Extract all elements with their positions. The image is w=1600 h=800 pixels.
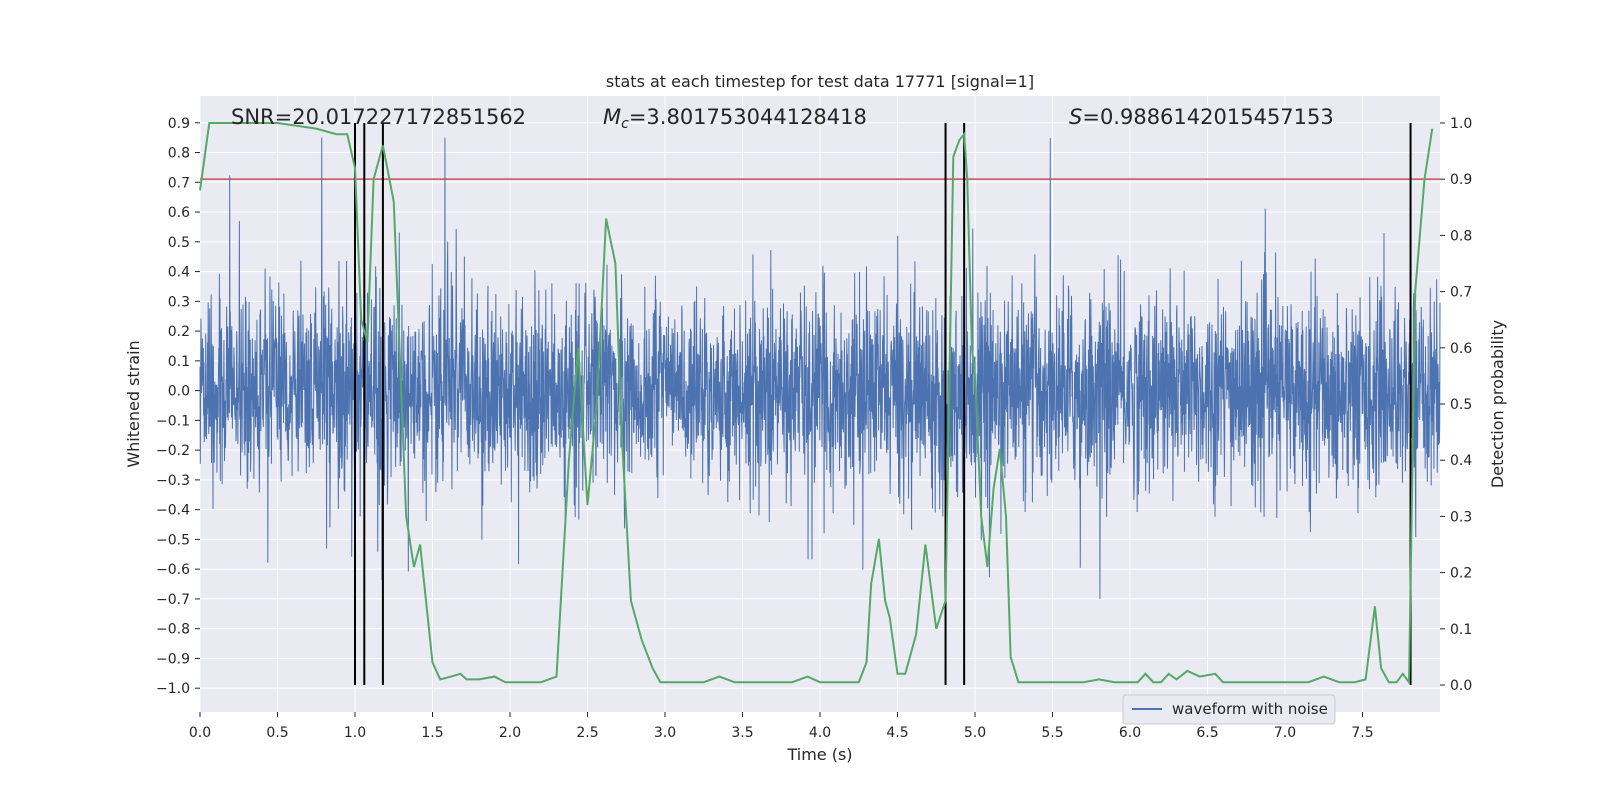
x-tick-label: 7.5 (1351, 725, 1373, 741)
chart-title: stats at each timestep for test data 177… (606, 72, 1034, 91)
y-right-tick-label: 0.1 (1450, 622, 1472, 638)
x-tick-label: 3.0 (654, 725, 676, 741)
x-axis: 0.0 0.5 1.0 1.5 2.0 2.5 3.0 3.5 4.0 4.5 5.0 5.5 6.0 6… (189, 712, 1374, 741)
y-left-tick-label: 0.7 (168, 175, 190, 191)
chirp-mass-annotation: Mc=3.801753044128418 (603, 105, 867, 132)
probability-series (199, 121, 1434, 686)
y-left-tick-label: −1.0 (156, 681, 190, 697)
x-tick-label: 3.5 (731, 725, 753, 741)
legend-label: waveform with noise (1172, 700, 1328, 718)
x-tick-label: 5.5 (1041, 725, 1063, 741)
legend-box (1122, 694, 1336, 725)
x-tick-label: 6.0 (1119, 725, 1141, 741)
probability-line (199, 121, 1434, 686)
y-left-tick-label: 0.1 (168, 354, 190, 370)
x-tick-label: 2.5 (576, 725, 598, 741)
x-tick-label: 4.0 (809, 725, 831, 741)
y-left-tick-label: −0.1 (156, 413, 190, 429)
y-left-tick-label: −0.3 (156, 473, 190, 489)
x-tick-label: 1.0 (344, 725, 366, 741)
y-right-tick-label: 0.8 (1450, 228, 1472, 244)
y-left-tick-label: −0.7 (156, 592, 190, 608)
y-left-tick-label: 0.0 (168, 384, 190, 400)
y-left-tick-label: 0.6 (168, 205, 190, 221)
waveform-line (199, 137, 1441, 599)
y-left-tick-label: 0.2 (168, 324, 190, 340)
x-tick-label: 7.0 (1274, 725, 1296, 741)
y-right-tick-label: 0.7 (1450, 285, 1472, 301)
y-left-tick-label: 0.9 (168, 116, 190, 132)
x-tick-label: 1.5 (421, 725, 443, 741)
x-tick-label: 0.5 (266, 725, 288, 741)
y-right-tick-label: 0.0 (1450, 678, 1472, 694)
waveform-series (199, 137, 1441, 599)
y-left-tick-label: 0.5 (168, 235, 190, 251)
y-axis-left: 0.9 0.8 0.7 0.6 0.5 0.4 0.3 0.2 0.1 0.0 −0.1 −0.2 −0… (156, 116, 200, 697)
y-left-tick-label: 0.3 (168, 294, 190, 310)
y-left-tick-label: −0.9 (156, 651, 190, 667)
y-right-tick-label: 0.5 (1450, 397, 1472, 413)
x-tick-label: 4.5 (886, 725, 908, 741)
y-left-tick-label: −0.8 (156, 622, 190, 638)
legend: waveform with noise (1122, 694, 1336, 725)
y-right-tick-label: 0.6 (1450, 341, 1472, 357)
y-right-tick-label: 0.9 (1450, 172, 1472, 188)
y-left-tick-label: −0.2 (156, 443, 190, 459)
y-axis-left-label: Whitened strain (124, 340, 143, 467)
y-left-tick-label: −0.6 (156, 562, 190, 578)
x-tick-label: 0.0 (189, 725, 211, 741)
y-right-tick-label: 1.0 (1450, 116, 1472, 132)
y-axis-right-label: Detection probability (1488, 320, 1507, 488)
x-tick-label: 6.5 (1196, 725, 1218, 741)
y-right-tick-label: 0.4 (1450, 453, 1472, 469)
y-right-tick-label: 0.2 (1450, 566, 1472, 582)
x-tick-label: 2.0 (499, 725, 521, 741)
snr-annotation: SNR=20.017227172851562 (231, 105, 526, 129)
x-axis-label: Time (s) (786, 745, 852, 764)
y-left-tick-label: −0.4 (156, 503, 190, 519)
y-axis-right: 1.0 0.9 0.8 0.7 0.6 0.5 0.4 0.3 0.2 0.1 0.0 (1440, 116, 1472, 694)
x-tick-label: 5.0 (964, 725, 986, 741)
y-left-tick-label: 0.8 (168, 146, 190, 162)
y-right-tick-label: 0.3 (1450, 509, 1472, 525)
y-left-tick-label: −0.5 (156, 532, 190, 548)
y-left-tick-label: 0.4 (168, 265, 190, 281)
s-annotation: S=0.9886142015457153 (1069, 105, 1334, 129)
